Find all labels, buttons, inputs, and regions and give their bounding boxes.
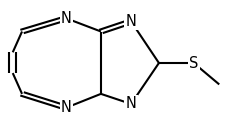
Text: N: N: [61, 11, 71, 26]
Text: N: N: [61, 100, 71, 115]
Text: N: N: [125, 96, 136, 112]
Text: N: N: [125, 14, 136, 29]
Text: S: S: [188, 55, 198, 71]
